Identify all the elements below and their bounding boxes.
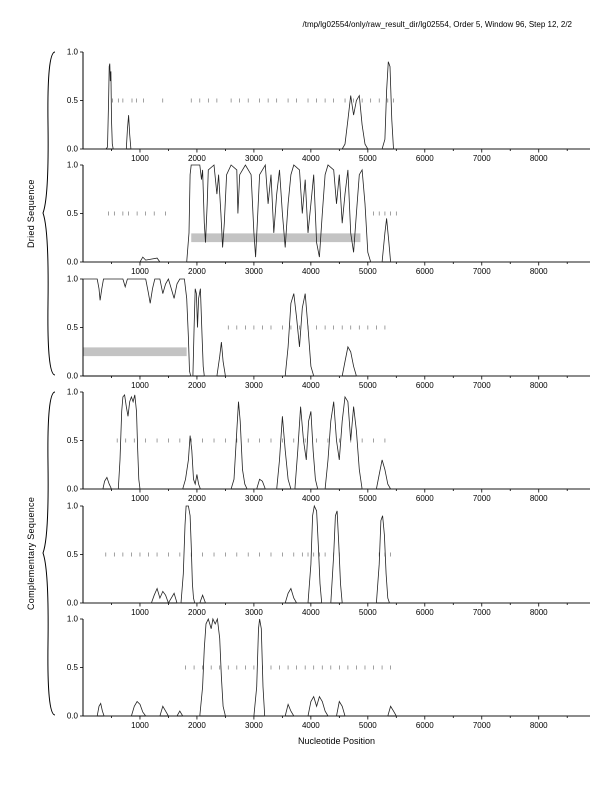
x-tick-label: 8000 [530, 267, 548, 275]
x-tick-label: 8000 [530, 381, 548, 389]
x-tick-label: 1000 [131, 154, 149, 162]
x-tick-label: 3000 [245, 267, 263, 275]
predicted-gene-shade [191, 233, 361, 243]
x-tick-label: 2000 [188, 267, 206, 275]
complementary-group-brace [42, 391, 56, 716]
x-tick-label: 4000 [302, 494, 320, 502]
y-tick-label: 1.0 [67, 48, 79, 57]
x-tick-label: 2000 [188, 154, 206, 162]
chart-direct-frame-3: 1000 2000 3000 4000 5000 6000 7000 8000 0.0 0.5 1.… [67, 275, 590, 390]
panel-direct-frame-3: 1000 2000 3000 4000 5000 6000 7000 8000 0.0 0.5 1.… [58, 275, 602, 390]
x-tick-label: 7000 [473, 381, 491, 389]
y-tick-label: 0.5 [67, 96, 79, 105]
y-tick-label: 0.5 [67, 436, 79, 445]
direct-group-brace [42, 51, 56, 376]
y-tick-label: 0.5 [67, 550, 79, 559]
x-tick-label: 3000 [245, 154, 263, 162]
x-tick-label: 5000 [359, 494, 377, 502]
x-tick-label: 4000 [302, 721, 320, 729]
direct-sequence-label: Dried Sequence [26, 179, 36, 248]
x-tick-label: 1000 [131, 494, 149, 502]
x-tick-label: 3000 [245, 381, 263, 389]
x-tick-label: 3000 [245, 721, 263, 729]
x-tick-label: 6000 [416, 494, 434, 502]
x-tick-label: 2000 [188, 381, 206, 389]
y-tick-label: 1.0 [67, 275, 79, 284]
y-tick-label: 1.0 [67, 615, 79, 624]
x-tick-label: 7000 [473, 494, 491, 502]
y-tick-label: 1.0 [67, 388, 79, 397]
x-tick-label: 8000 [530, 721, 548, 729]
x-tick-label: 5000 [359, 721, 377, 729]
y-tick-label: 0.0 [67, 258, 79, 267]
x-tick-label: 2000 [188, 721, 206, 729]
probability-curve [83, 393, 590, 490]
y-tick-label: 1.0 [67, 161, 79, 170]
chart-complementary-frame-2: 1000 2000 3000 4000 5000 6000 7000 8000 0.0 0.5 1.… [67, 502, 590, 617]
x-tick-label: 7000 [473, 154, 491, 162]
x-tick-label: 2000 [188, 494, 206, 502]
x-tick-label: 1000 [131, 721, 149, 729]
complementary-sequence-label: Complementary Sequence [26, 496, 36, 611]
x-tick-label: 7000 [473, 267, 491, 275]
y-tick-label: 0.0 [67, 485, 79, 494]
x-tick-label: 6000 [416, 381, 434, 389]
probability-curve [83, 163, 590, 263]
y-tick-label: 0.5 [67, 323, 79, 332]
x-tick-label: 7000 [473, 608, 491, 616]
predicted-gene-shade [83, 347, 187, 357]
x-tick-label: 7000 [473, 721, 491, 729]
x-tick-label: 6000 [416, 721, 434, 729]
x-tick-label: 6000 [416, 608, 434, 616]
x-tick-label: 1000 [131, 608, 149, 616]
x-tick-label: 1000 [131, 381, 149, 389]
y-tick-label: 1.0 [67, 502, 79, 511]
x-tick-label: 2000 [188, 608, 206, 616]
x-tick-label: 1000 [131, 267, 149, 275]
x-tick-label: 4000 [302, 381, 320, 389]
x-tick-label: 5000 [359, 154, 377, 162]
chart-complementary-frame-3: 1000 2000 3000 4000 5000 6000 7000 8000 0.0 0.5 1.… [67, 615, 590, 730]
y-tick-label: 0.0 [67, 145, 79, 154]
x-tick-label: 5000 [359, 267, 377, 275]
x-axis-label: Nucleotide Position [297, 736, 376, 746]
y-tick-label: 0.0 [67, 712, 79, 721]
x-tick-label: 3000 [245, 608, 263, 616]
panel-complementary-frame-1: 1000 2000 3000 4000 5000 6000 7000 8000 0.0 0.5 1.… [58, 388, 602, 503]
panel-direct-frame-2: 1000 2000 3000 4000 5000 6000 7000 8000 0.0 0.5 1.… [58, 161, 602, 276]
x-tick-label: 5000 [359, 381, 377, 389]
x-tick-label: 5000 [359, 608, 377, 616]
y-tick-label: 0.5 [67, 209, 79, 218]
x-tick-label: 3000 [245, 494, 263, 502]
probability-curve [83, 61, 590, 150]
x-tick-label: 4000 [302, 608, 320, 616]
x-tick-label: 8000 [530, 154, 548, 162]
chart-direct-frame-2: 1000 2000 3000 4000 5000 6000 7000 8000 0.0 0.5 1.… [67, 161, 590, 276]
x-tick-label: 6000 [416, 267, 434, 275]
y-tick-label: 0.0 [67, 372, 79, 381]
chart-complementary-frame-1: 1000 2000 3000 4000 5000 6000 7000 8000 0.0 0.5 1.… [67, 388, 590, 503]
plot-title: /tmp/lg02554/only/raw_result_dir/lg02554… [302, 20, 573, 29]
x-tick-label: 4000 [302, 267, 320, 275]
y-tick-label: 0.5 [67, 663, 79, 672]
panel-complementary-frame-2: 1000 2000 3000 4000 5000 6000 7000 8000 0.0 0.5 1.… [58, 502, 602, 617]
x-tick-label: 6000 [416, 154, 434, 162]
probability-curve [83, 277, 590, 377]
panel-direct-frame-1: 1000 2000 3000 4000 5000 6000 7000 8000 0.0 0.5 1.… [58, 48, 602, 163]
x-tick-label: 4000 [302, 154, 320, 162]
probability-curve [83, 504, 590, 604]
chart-direct-frame-1: 1000 2000 3000 4000 5000 6000 7000 8000 0.0 0.5 1.… [67, 48, 590, 163]
probability-curve [83, 617, 590, 717]
x-tick-label: 8000 [530, 494, 548, 502]
x-tick-label: 8000 [530, 608, 548, 616]
panel-complementary-frame-3: 1000 2000 3000 4000 5000 6000 7000 8000 0.0 0.5 1.… [58, 615, 602, 730]
y-tick-label: 0.0 [67, 599, 79, 608]
